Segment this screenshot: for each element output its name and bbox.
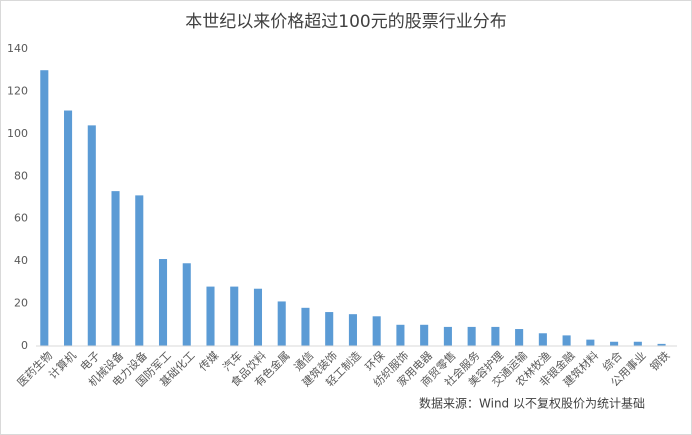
y-tick-label: 100 <box>7 127 28 140</box>
bar <box>253 288 263 346</box>
bar <box>420 324 429 346</box>
bar <box>348 314 357 346</box>
bar <box>230 286 239 346</box>
bar <box>657 343 666 346</box>
bar <box>586 339 595 346</box>
chart-title: 本世纪以来价格超过100元的股票行业分布 <box>185 12 506 32</box>
y-tick-label: 80 <box>14 169 28 182</box>
bar <box>87 125 96 346</box>
bar <box>467 326 476 346</box>
bar <box>64 110 73 347</box>
y-tick-label: 20 <box>14 297 28 310</box>
bar <box>111 191 120 346</box>
bar <box>135 195 144 346</box>
bar <box>40 70 49 346</box>
bar <box>562 335 571 346</box>
bar <box>158 259 168 346</box>
bar <box>277 301 286 346</box>
bar <box>301 307 310 346</box>
y-tick-label: 60 <box>14 212 28 225</box>
bar <box>633 341 642 346</box>
y-tick-label: 0 <box>21 339 28 352</box>
bar <box>538 333 547 346</box>
bar <box>182 263 191 346</box>
y-tick-label: 120 <box>7 84 28 97</box>
bar <box>372 316 381 346</box>
bar <box>443 326 452 346</box>
bar <box>206 286 215 346</box>
bar <box>396 324 405 346</box>
bar <box>325 312 334 346</box>
y-tick-label: 140 <box>7 42 28 55</box>
annotation: 数据来源：Wind 以不复权股价为统计基础 <box>419 396 645 411</box>
bar <box>610 341 619 346</box>
y-tick-label: 40 <box>14 254 28 267</box>
bar <box>515 329 524 346</box>
bar <box>491 326 500 346</box>
